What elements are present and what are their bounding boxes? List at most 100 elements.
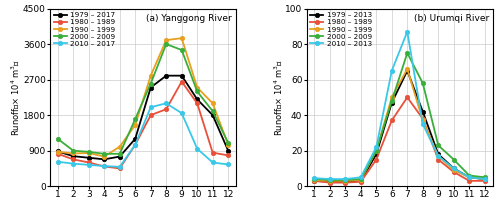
1990 – 1999 <box>312 179 318 181</box>
2000 – 2009 <box>374 149 380 152</box>
Line: 1980 – 1989: 1980 – 1989 <box>56 79 231 171</box>
1990 – 1999 <box>194 86 200 89</box>
2000 – 2009 <box>466 174 472 177</box>
2010 – 2013 <box>312 177 318 180</box>
1990 – 1999 <box>148 74 154 77</box>
1980 – 1989 <box>54 153 60 155</box>
1980 – 1989 <box>163 108 169 110</box>
2010 – 2017 <box>163 102 169 105</box>
1990 – 1999 <box>451 169 457 171</box>
2000 – 2009 <box>116 153 122 155</box>
2010 – 2013 <box>436 155 442 157</box>
2010 – 2013 <box>404 30 410 33</box>
1979 – 2013 <box>466 176 472 178</box>
1990 – 1999 <box>420 119 426 122</box>
Line: 1979 – 2017: 1979 – 2017 <box>56 73 231 162</box>
2000 – 2009 <box>70 149 76 152</box>
1979 – 2013 <box>436 153 442 156</box>
1980 – 1989 <box>116 167 122 170</box>
2000 – 2009 <box>101 153 107 155</box>
Line: 2010 – 2013: 2010 – 2013 <box>312 30 487 181</box>
1980 – 1989 <box>358 180 364 183</box>
1979 – 2013 <box>420 110 426 113</box>
1979 – 2013 <box>451 167 457 170</box>
1979 – 2013 <box>358 180 364 182</box>
1980 – 1989 <box>312 180 318 182</box>
1980 – 1989 <box>86 161 91 164</box>
1979 – 2017 <box>101 158 107 161</box>
2000 – 2009 <box>86 151 91 153</box>
1980 – 1989 <box>466 180 472 182</box>
2010 – 2013 <box>451 167 457 170</box>
1990 – 1999 <box>389 96 395 99</box>
1990 – 1999 <box>132 124 138 126</box>
Line: 1980 – 1989: 1980 – 1989 <box>312 95 487 185</box>
1990 – 1999 <box>358 179 364 181</box>
Text: (a) Yanggong River: (a) Yanggong River <box>146 14 232 23</box>
2000 – 2009 <box>358 178 364 180</box>
1979 – 2017 <box>225 149 231 152</box>
1990 – 1999 <box>163 39 169 42</box>
1990 – 1999 <box>101 155 107 158</box>
Line: 1990 – 1999: 1990 – 1999 <box>56 36 231 159</box>
1979 – 2017 <box>70 155 76 158</box>
Line: 2000 – 2009: 2000 – 2009 <box>312 51 487 182</box>
1990 – 1999 <box>374 149 380 152</box>
Text: (b) Urumqi River: (b) Urumqi River <box>414 14 489 23</box>
1980 – 1989 <box>210 151 216 154</box>
1979 – 2017 <box>178 74 184 77</box>
1990 – 1999 <box>54 151 60 153</box>
2000 – 2009 <box>420 82 426 85</box>
1979 – 2017 <box>194 98 200 101</box>
1979 – 2017 <box>210 114 216 116</box>
2000 – 2009 <box>451 158 457 161</box>
1980 – 1989 <box>132 143 138 146</box>
2000 – 2009 <box>163 43 169 45</box>
1990 – 1999 <box>210 102 216 105</box>
2010 – 2013 <box>420 123 426 125</box>
2010 – 2017 <box>86 163 91 166</box>
1980 – 1989 <box>70 158 76 161</box>
2000 – 2009 <box>148 82 154 85</box>
1990 – 1999 <box>178 37 184 39</box>
1979 – 2013 <box>312 180 318 182</box>
2010 – 2013 <box>389 69 395 72</box>
2000 – 2009 <box>482 176 488 178</box>
Legend: 1979 – 2013, 1980 – 1989, 1990 – 1999, 2000 – 2009, 2010 – 2013: 1979 – 2013, 1980 – 1989, 1990 – 1999, 2… <box>308 11 374 48</box>
2000 – 2009 <box>404 52 410 54</box>
1980 – 1989 <box>482 180 488 182</box>
1979 – 2017 <box>86 156 91 159</box>
1980 – 1989 <box>404 96 410 99</box>
2000 – 2009 <box>178 49 184 51</box>
1980 – 1989 <box>342 181 348 184</box>
1979 – 2013 <box>404 69 410 72</box>
1979 – 2017 <box>116 155 122 158</box>
1980 – 1989 <box>451 171 457 173</box>
1990 – 1999 <box>327 180 333 182</box>
1990 – 1999 <box>342 180 348 182</box>
1979 – 2013 <box>327 180 333 183</box>
1980 – 1989 <box>225 154 231 157</box>
2010 – 2017 <box>225 163 231 166</box>
1980 – 1989 <box>148 114 154 116</box>
2000 – 2009 <box>225 141 231 144</box>
1979 – 2013 <box>342 180 348 183</box>
Y-axis label: Runoff（× 10$^4$ m$^3$）: Runoff（× 10$^4$ m$^3$） <box>272 59 284 136</box>
2000 – 2009 <box>210 110 216 113</box>
1990 – 1999 <box>86 152 91 154</box>
1980 – 1989 <box>178 80 184 83</box>
2010 – 2017 <box>210 161 216 164</box>
1990 – 1999 <box>225 143 231 146</box>
Line: 1990 – 1999: 1990 – 1999 <box>312 67 487 183</box>
2000 – 2009 <box>194 90 200 93</box>
2010 – 2017 <box>116 166 122 168</box>
1980 – 1989 <box>194 102 200 105</box>
1990 – 1999 <box>436 155 442 157</box>
1979 – 2013 <box>374 153 380 156</box>
1990 – 1999 <box>466 176 472 178</box>
1979 – 2017 <box>148 86 154 89</box>
2000 – 2009 <box>54 138 60 140</box>
2010 – 2013 <box>482 178 488 180</box>
Legend: 1979 – 2017, 1980 – 1989, 1990 – 1999, 2000 – 2009, 2010 – 2017: 1979 – 2017, 1980 – 1989, 1990 – 1999, 2… <box>52 11 117 48</box>
1979 – 2017 <box>54 150 60 153</box>
